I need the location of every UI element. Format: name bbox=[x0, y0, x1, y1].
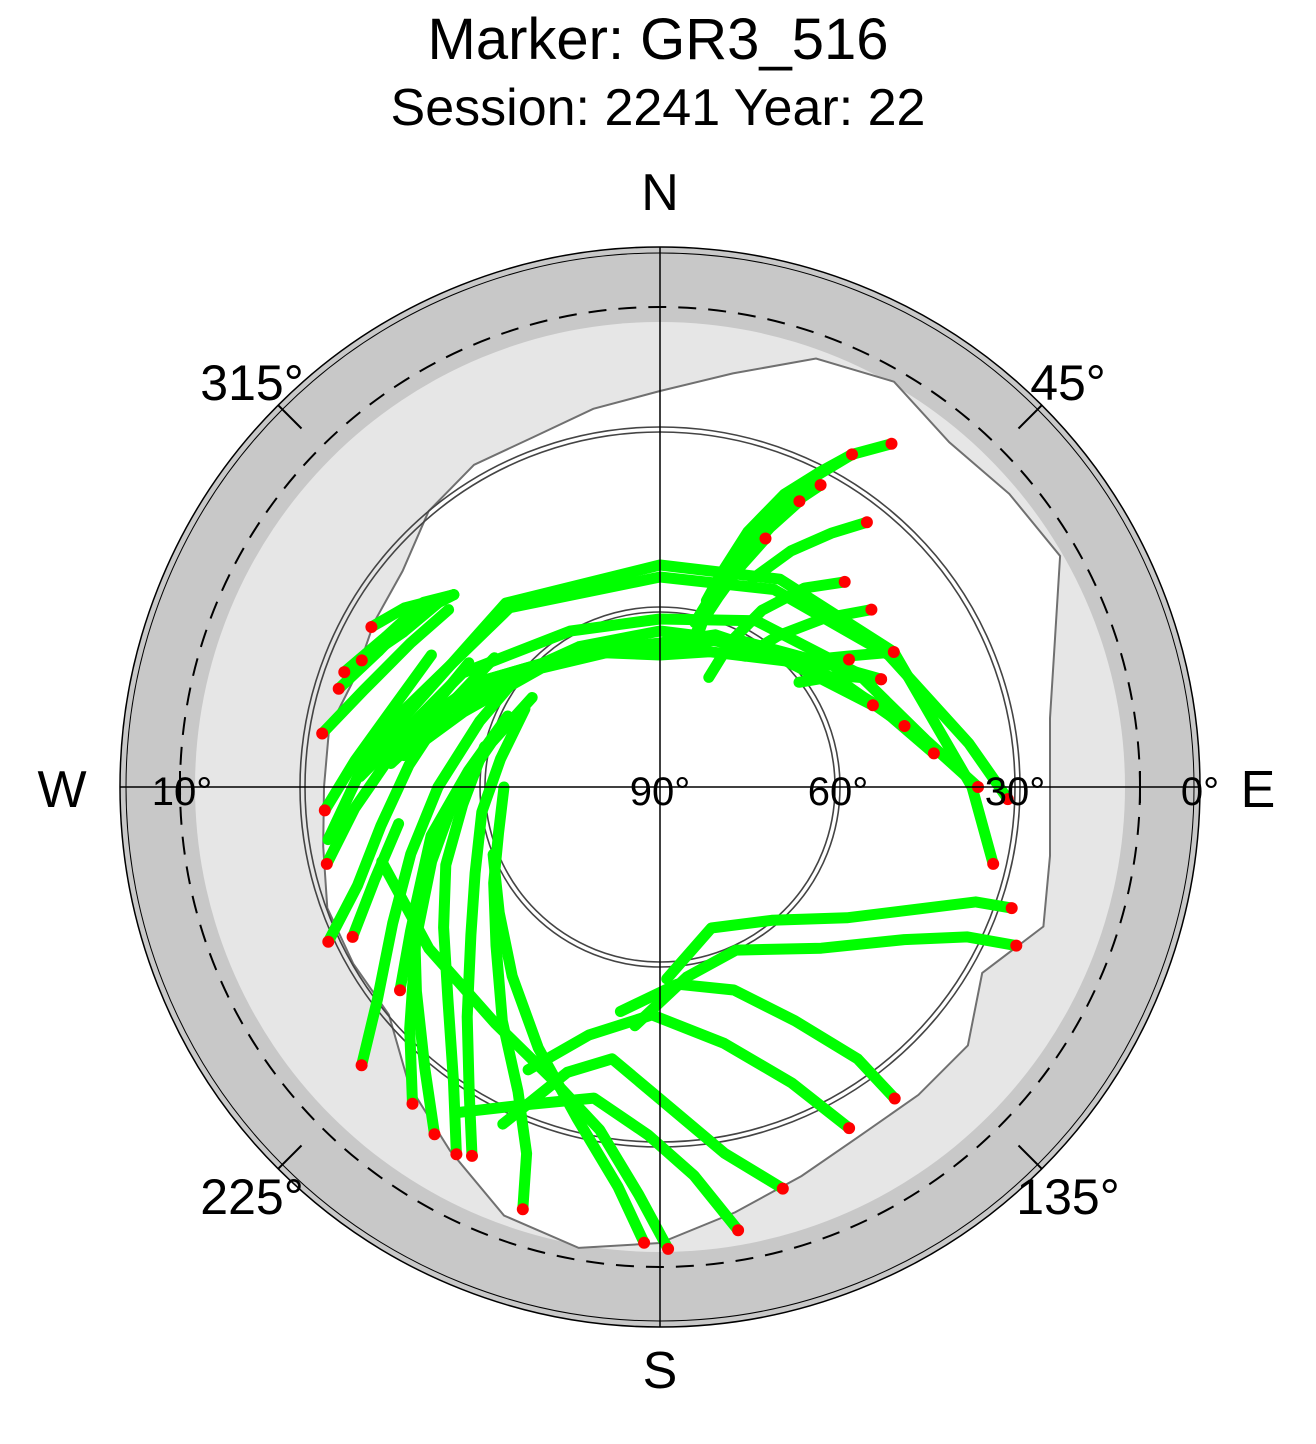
track-endpoint-33 bbox=[322, 935, 335, 948]
satellite-track-28 bbox=[461, 703, 531, 1162]
south-label: S bbox=[643, 1342, 678, 1400]
track-endpoint-22 bbox=[843, 1122, 856, 1135]
track-endpoint-31 bbox=[406, 1097, 419, 1110]
azimuth-tick-225 bbox=[277, 1144, 303, 1170]
track-endpoint-2 bbox=[846, 448, 858, 461]
azimuth-tick-135 bbox=[1017, 1144, 1043, 1170]
track-endpoint-5 bbox=[759, 532, 772, 545]
track-endpoint-18 bbox=[987, 857, 1000, 870]
azimuth-tick-315 bbox=[277, 404, 303, 430]
satellite-track-34 bbox=[394, 867, 429, 996]
track-endpoint-39 bbox=[332, 682, 345, 695]
satellite-track-22 bbox=[522, 1009, 855, 1134]
satellite-track-19 bbox=[661, 896, 1018, 985]
track-endpoint-28 bbox=[466, 1149, 478, 1162]
east-label: E bbox=[1241, 761, 1276, 819]
track-endpoint-23 bbox=[776, 1182, 789, 1195]
track-endpoint-32 bbox=[355, 1059, 368, 1072]
track-endpoint-29 bbox=[450, 1148, 463, 1161]
satellite-track-31 bbox=[404, 692, 538, 1110]
track-endpoint-3 bbox=[814, 479, 827, 491]
satellite-track-27 bbox=[488, 781, 533, 1215]
elevation-label-0: 0° bbox=[1181, 770, 1219, 814]
azimuth-tick-45 bbox=[1017, 404, 1043, 430]
satellite-track-20 bbox=[629, 931, 1022, 1032]
satellite-tracks bbox=[316, 438, 1022, 1255]
satellite-track-21 bbox=[614, 978, 901, 1104]
track-endpoint-14 bbox=[898, 720, 911, 732]
chart-title: Marker: GR3_516 bbox=[427, 7, 889, 72]
track-endpoint-25 bbox=[662, 1242, 675, 1255]
azimuth-label-135: 135° bbox=[1016, 1169, 1119, 1225]
satellite-track-36 bbox=[321, 657, 475, 870]
track-endpoint-12 bbox=[875, 673, 888, 686]
west-label: W bbox=[37, 761, 86, 819]
track-endpoint-15 bbox=[927, 747, 940, 760]
track-endpoint-4 bbox=[793, 495, 806, 508]
satellite-track-15 bbox=[381, 646, 940, 759]
track-endpoint-20 bbox=[1010, 939, 1023, 952]
track-endpoint-26 bbox=[638, 1236, 651, 1249]
chart-subtitle: Session: 2241 Year: 22 bbox=[390, 79, 926, 137]
satellite-track-37 bbox=[319, 649, 437, 816]
track-endpoint-13 bbox=[866, 699, 879, 712]
azimuth-label-315: 315° bbox=[200, 355, 303, 411]
elevation-label-60: 60° bbox=[808, 770, 869, 814]
track-endpoint-19 bbox=[1005, 902, 1018, 915]
elevation-label-30: 30° bbox=[985, 770, 1046, 814]
satellite-track-32 bbox=[356, 665, 528, 1071]
track-endpoints bbox=[316, 437, 1023, 1255]
track-endpoint-42 bbox=[365, 621, 378, 633]
satellite-track-38 bbox=[316, 604, 455, 739]
track-endpoint-41 bbox=[355, 654, 368, 667]
track-endpoint-21 bbox=[888, 1092, 901, 1105]
track-endpoint-36 bbox=[320, 857, 333, 870]
track-endpoint-38 bbox=[316, 727, 329, 740]
track-endpoint-6 bbox=[860, 516, 873, 529]
satellite-track-33 bbox=[322, 652, 500, 948]
track-endpoint-24 bbox=[732, 1224, 745, 1237]
axes bbox=[120, 247, 1200, 1327]
satellite-track-6 bbox=[747, 516, 873, 585]
azimuth-label-45: 45° bbox=[1030, 355, 1106, 411]
track-endpoint-27 bbox=[516, 1203, 529, 1216]
elevation-label-10: 10° bbox=[152, 770, 213, 814]
track-endpoint-34 bbox=[394, 984, 406, 997]
elevation-label-90: 90° bbox=[630, 770, 691, 814]
track-endpoint-10 bbox=[887, 646, 900, 658]
track-endpoint-30 bbox=[428, 1128, 441, 1141]
north-label: N bbox=[641, 164, 679, 222]
satellite-track-29 bbox=[438, 741, 491, 1160]
track-endpoint-7 bbox=[838, 575, 851, 588]
track-endpoint-8 bbox=[865, 603, 878, 616]
satellite-track-42 bbox=[365, 589, 460, 633]
track-endpoint-17 bbox=[1001, 793, 1014, 806]
satellite-track-35 bbox=[347, 818, 405, 943]
track-endpoint-9 bbox=[843, 653, 855, 666]
azimuth-label-225: 225° bbox=[200, 1169, 303, 1225]
track-endpoint-40 bbox=[338, 666, 351, 679]
track-endpoint-35 bbox=[346, 930, 359, 943]
track-endpoint-1 bbox=[885, 437, 898, 450]
track-endpoint-37 bbox=[318, 804, 331, 817]
